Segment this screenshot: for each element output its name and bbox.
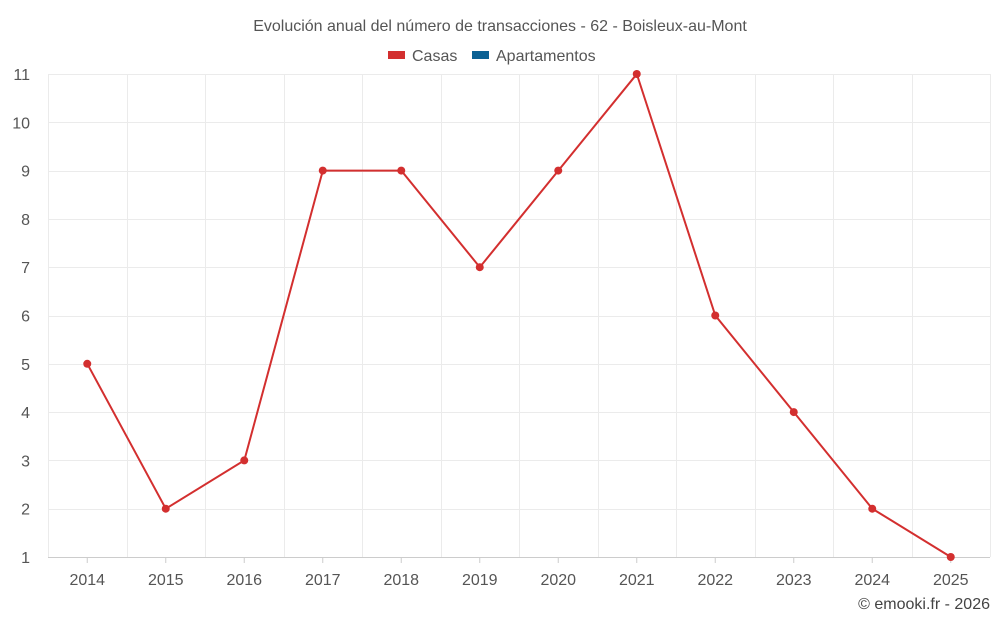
- x-tick-label: 2025: [933, 572, 969, 589]
- y-tick-label: 9: [21, 164, 30, 181]
- x-tick-label: 2022: [697, 572, 733, 589]
- y-tick-label: 2: [21, 502, 30, 519]
- data-point-casas-2025[interactable]: [946, 553, 955, 561]
- x-tick-label: 2021: [619, 572, 655, 589]
- x-tick-label: 2017: [305, 572, 341, 589]
- y-tick-label: 1: [21, 550, 30, 567]
- y-tick-label: 3: [21, 453, 30, 470]
- legend: Casas Apartamentos: [388, 48, 596, 65]
- x-tick-label: 2016: [226, 572, 262, 589]
- data-point-casas-2019[interactable]: [475, 263, 484, 272]
- legend-swatch-casas: [388, 51, 405, 59]
- x-tick-label: 2020: [540, 572, 576, 589]
- legend-label-casas: Casas: [412, 48, 457, 65]
- x-axis-ticks: 2014 2015 2016 2017 2018 2019 2020 2021 2022 2023…: [69, 557, 969, 589]
- x-tick-label: 2014: [69, 572, 105, 589]
- data-point-casas-2014[interactable]: [83, 359, 92, 368]
- y-tick-label: 10: [12, 115, 30, 132]
- chart-title: Evolución anual del número de transaccio…: [253, 18, 747, 35]
- data-point-casas-2023[interactable]: [789, 408, 798, 417]
- legend-item-casas[interactable]: Casas: [388, 48, 457, 65]
- credit-text: © emooki.fr - 2026: [858, 596, 990, 613]
- y-tick-label: 4: [21, 405, 30, 422]
- y-tick-label: 11: [13, 67, 30, 84]
- legend-item-apartamentos[interactable]: Apartamentos: [472, 48, 596, 65]
- x-gridlines: [48, 74, 991, 557]
- y-tick-label: 6: [21, 309, 30, 326]
- data-point-casas-2024[interactable]: [868, 504, 877, 513]
- data-point-casas-2016[interactable]: [240, 456, 249, 465]
- data-point-casas-2020[interactable]: [554, 166, 563, 175]
- data-point-casas-2021[interactable]: [632, 70, 641, 78]
- data-point-casas-2017[interactable]: [318, 166, 327, 175]
- data-point-casas-2022[interactable]: [711, 311, 720, 320]
- legend-label-apartamentos: Apartamentos: [496, 48, 596, 65]
- series-layer: [83, 70, 955, 561]
- legend-swatch-apartamentos: [472, 51, 489, 59]
- y-axis-ticks: 1 2 3 4 5 6 7 8 9 10 11: [12, 67, 30, 567]
- x-tick-label: 2024: [854, 572, 890, 589]
- data-point-casas-2015[interactable]: [161, 504, 170, 513]
- series-line-casas: [86, 71, 952, 558]
- x-tick-label: 2023: [776, 572, 812, 589]
- data-point-casas-2018[interactable]: [397, 166, 406, 175]
- y-tick-label: 8: [21, 212, 30, 229]
- y-tick-label: 7: [21, 260, 30, 277]
- x-tick-label: 2019: [462, 572, 498, 589]
- y-tick-label: 5: [21, 357, 30, 374]
- x-tick-label: 2015: [148, 572, 184, 589]
- x-tick-label: 2018: [383, 572, 419, 589]
